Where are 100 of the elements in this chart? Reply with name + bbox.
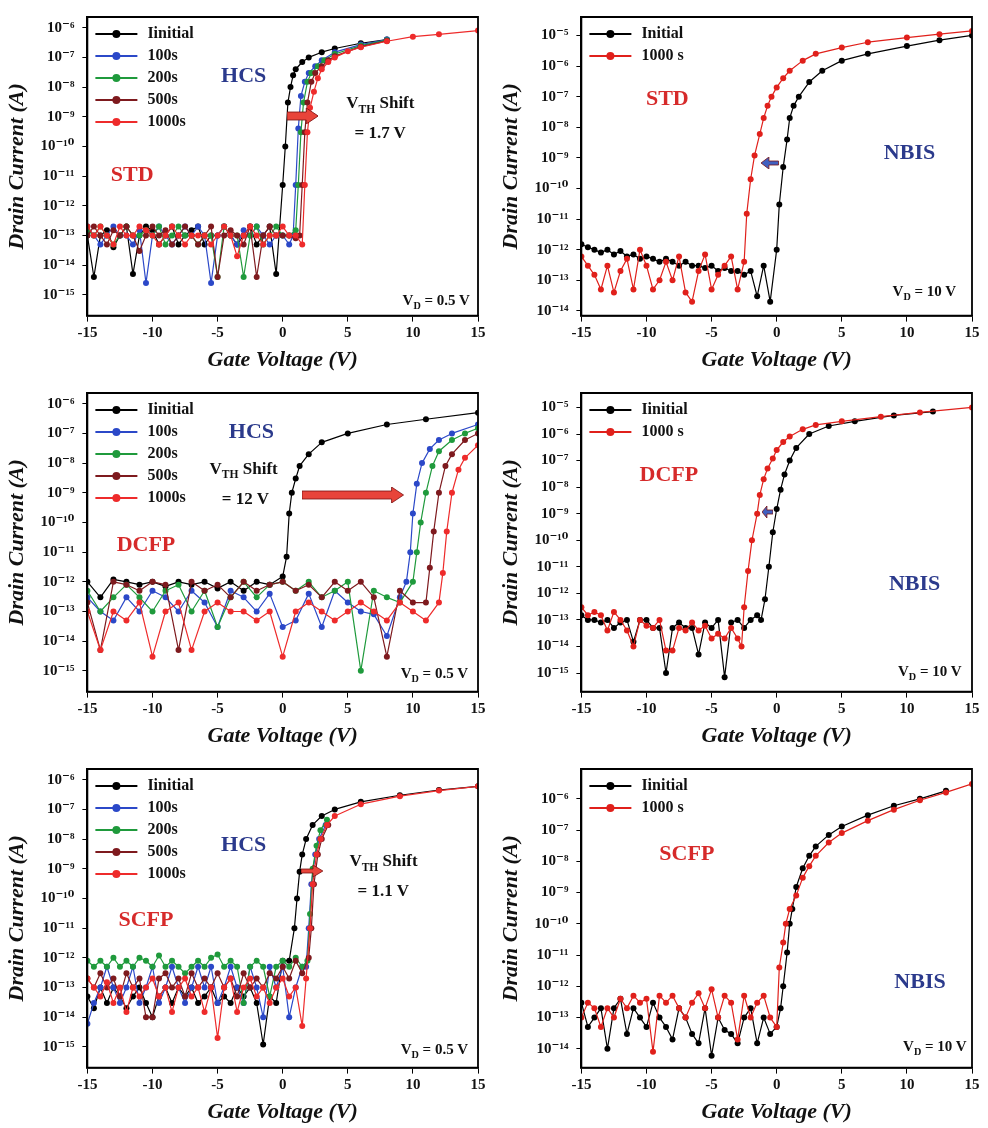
y-tick-label: 10⁻¹⁴ [536, 301, 569, 318]
legend-label: 500s [147, 466, 178, 484]
x-tick-label: 10 [405, 700, 421, 717]
legend-label: 1000 s [641, 46, 684, 64]
y-tick-label: 10⁻¹⁰ [534, 179, 569, 196]
legend-label: 1000 s [641, 422, 684, 440]
annotation: = 12 V [221, 488, 270, 508]
x-tick-label: 10 [405, 1076, 421, 1093]
x-axis-title: Gate Voltage (V) [701, 346, 852, 372]
x-tick-label: 10 [405, 324, 421, 341]
x-tick-label: -5 [211, 324, 224, 341]
legend-label: Iinitial [641, 400, 689, 418]
x-axis-title: Gate Voltage (V) [207, 1098, 358, 1124]
y-tick-label: 10⁻⁷ [46, 800, 75, 817]
y-tick-label: 10⁻¹⁵ [42, 661, 75, 678]
x-tick-label: -15 [571, 1076, 592, 1093]
x-tick-label: 0 [772, 1076, 781, 1093]
x-tick-label: 5 [838, 1076, 846, 1093]
y-tick-label: 10⁻⁸ [540, 118, 569, 135]
x-tick-label: 0 [772, 324, 781, 341]
y-tick-label: 10⁻⁸ [540, 478, 569, 494]
y-tick-label: 10⁻¹⁴ [536, 637, 569, 654]
x-tick-label: 0 [278, 1076, 287, 1093]
legend-label: 200s [147, 444, 178, 462]
y-tick-label: 10⁻¹¹ [536, 209, 569, 226]
y-axis-title: Drain Current (A) [2, 835, 28, 1003]
x-tick-label: -10 [636, 700, 657, 717]
y-tick-label: 10⁻⁵ [540, 398, 569, 415]
y-tick-label: 10⁻⁹ [540, 883, 569, 900]
x-tick-label: 0 [772, 700, 781, 717]
x-tick-label: 10 [899, 700, 915, 717]
legend-label: 100s [147, 422, 178, 440]
y-tick-label: 10⁻¹⁰ [534, 914, 569, 931]
x-tick-label: -10 [636, 324, 657, 341]
x-axis-title: Gate Voltage (V) [701, 722, 852, 748]
x-axis-title: Gate Voltage (V) [207, 346, 358, 372]
legend-label: Iinitial [641, 776, 689, 794]
annotation: NBIS [883, 138, 936, 164]
y-tick-label: 10⁻¹² [536, 977, 569, 994]
annotation: NBIS [888, 569, 941, 595]
y-tick-label: 10⁻⁷ [540, 820, 569, 837]
y-tick-label: 10⁻¹⁰ [40, 889, 75, 906]
y-tick-label: 10⁻⁷ [46, 424, 75, 441]
x-tick-label: -15 [571, 324, 592, 341]
x-tick-label: -10 [142, 324, 163, 341]
annotation: HCS [228, 417, 275, 443]
x-tick-label: -5 [705, 324, 718, 341]
x-tick-label: 15 [470, 324, 486, 341]
y-tick-label: 10⁻⁹ [46, 483, 75, 500]
y-tick-label: 10⁻¹⁵ [536, 663, 569, 680]
x-tick-label: 10 [899, 1076, 915, 1093]
x-tick-label: -5 [211, 700, 224, 717]
y-tick-label: 10⁻¹⁰ [40, 137, 75, 154]
x-tick-label: -5 [705, 700, 718, 717]
y-tick-label: 10⁻⁸ [46, 829, 75, 846]
x-tick-label: 15 [964, 700, 980, 717]
x-tick-label: 15 [470, 1076, 486, 1093]
x-tick-label: 15 [470, 700, 486, 717]
y-tick-label: 10⁻¹² [42, 948, 75, 965]
annotation: STD [110, 160, 154, 186]
y-tick-label: 10⁻⁶ [540, 56, 569, 73]
annotation: DCFP [639, 461, 699, 487]
y-axis-title: Drain Current (A) [2, 83, 28, 251]
legend-label: 1000s [147, 488, 186, 506]
legend-label: Iinitial [147, 400, 195, 418]
x-tick-label: -10 [142, 1076, 163, 1093]
y-tick-label: 10⁻⁹ [540, 148, 569, 165]
y-tick-label: 10⁻¹³ [536, 610, 569, 627]
legend-label: Iinitial [147, 24, 195, 42]
x-tick-label: -5 [211, 1076, 224, 1093]
y-tick-label: 10⁻¹⁰ [40, 513, 75, 530]
annotation: SCFP [118, 905, 174, 931]
legend-label: 500s [147, 90, 178, 108]
y-tick-label: 10⁻¹⁴ [42, 1008, 75, 1025]
y-tick-label: 10⁻¹⁴ [42, 256, 75, 273]
x-tick-label: -15 [77, 324, 98, 341]
legend-label: 200s [147, 820, 178, 838]
legend-label: 1000 s [641, 798, 684, 816]
y-tick-label: 10⁻¹¹ [42, 543, 75, 560]
legend-label: 1000s [147, 864, 186, 882]
y-tick-label: 10⁻⁶ [46, 770, 75, 787]
y-tick-label: 10⁻¹³ [536, 271, 569, 288]
annotation: DCFP [116, 530, 176, 556]
legend-label: Initial [641, 24, 684, 42]
y-tick-label: 10⁻¹³ [42, 602, 75, 619]
y-tick-label: 10⁻¹⁵ [42, 1037, 75, 1054]
y-tick-label: 10⁻⁷ [540, 87, 569, 104]
y-tick-label: 10⁻⁸ [46, 453, 75, 470]
y-tick-label: 10⁻¹⁴ [42, 632, 75, 649]
x-tick-label: 10 [899, 324, 915, 341]
y-tick-label: 10⁻¹⁵ [42, 285, 75, 302]
y-tick-label: 10⁻⁶ [46, 18, 75, 35]
y-tick-label: 10⁻¹² [42, 572, 75, 589]
y-tick-label: 10⁻¹⁰ [534, 531, 569, 548]
y-axis-title: Drain Current (A) [2, 459, 28, 627]
y-tick-label: 10⁻⁹ [46, 107, 75, 124]
x-tick-label: -15 [77, 700, 98, 717]
x-axis-title: Gate Voltage (V) [207, 722, 358, 748]
annotation: SCFP [659, 840, 715, 866]
legend-label: 100s [147, 798, 178, 816]
